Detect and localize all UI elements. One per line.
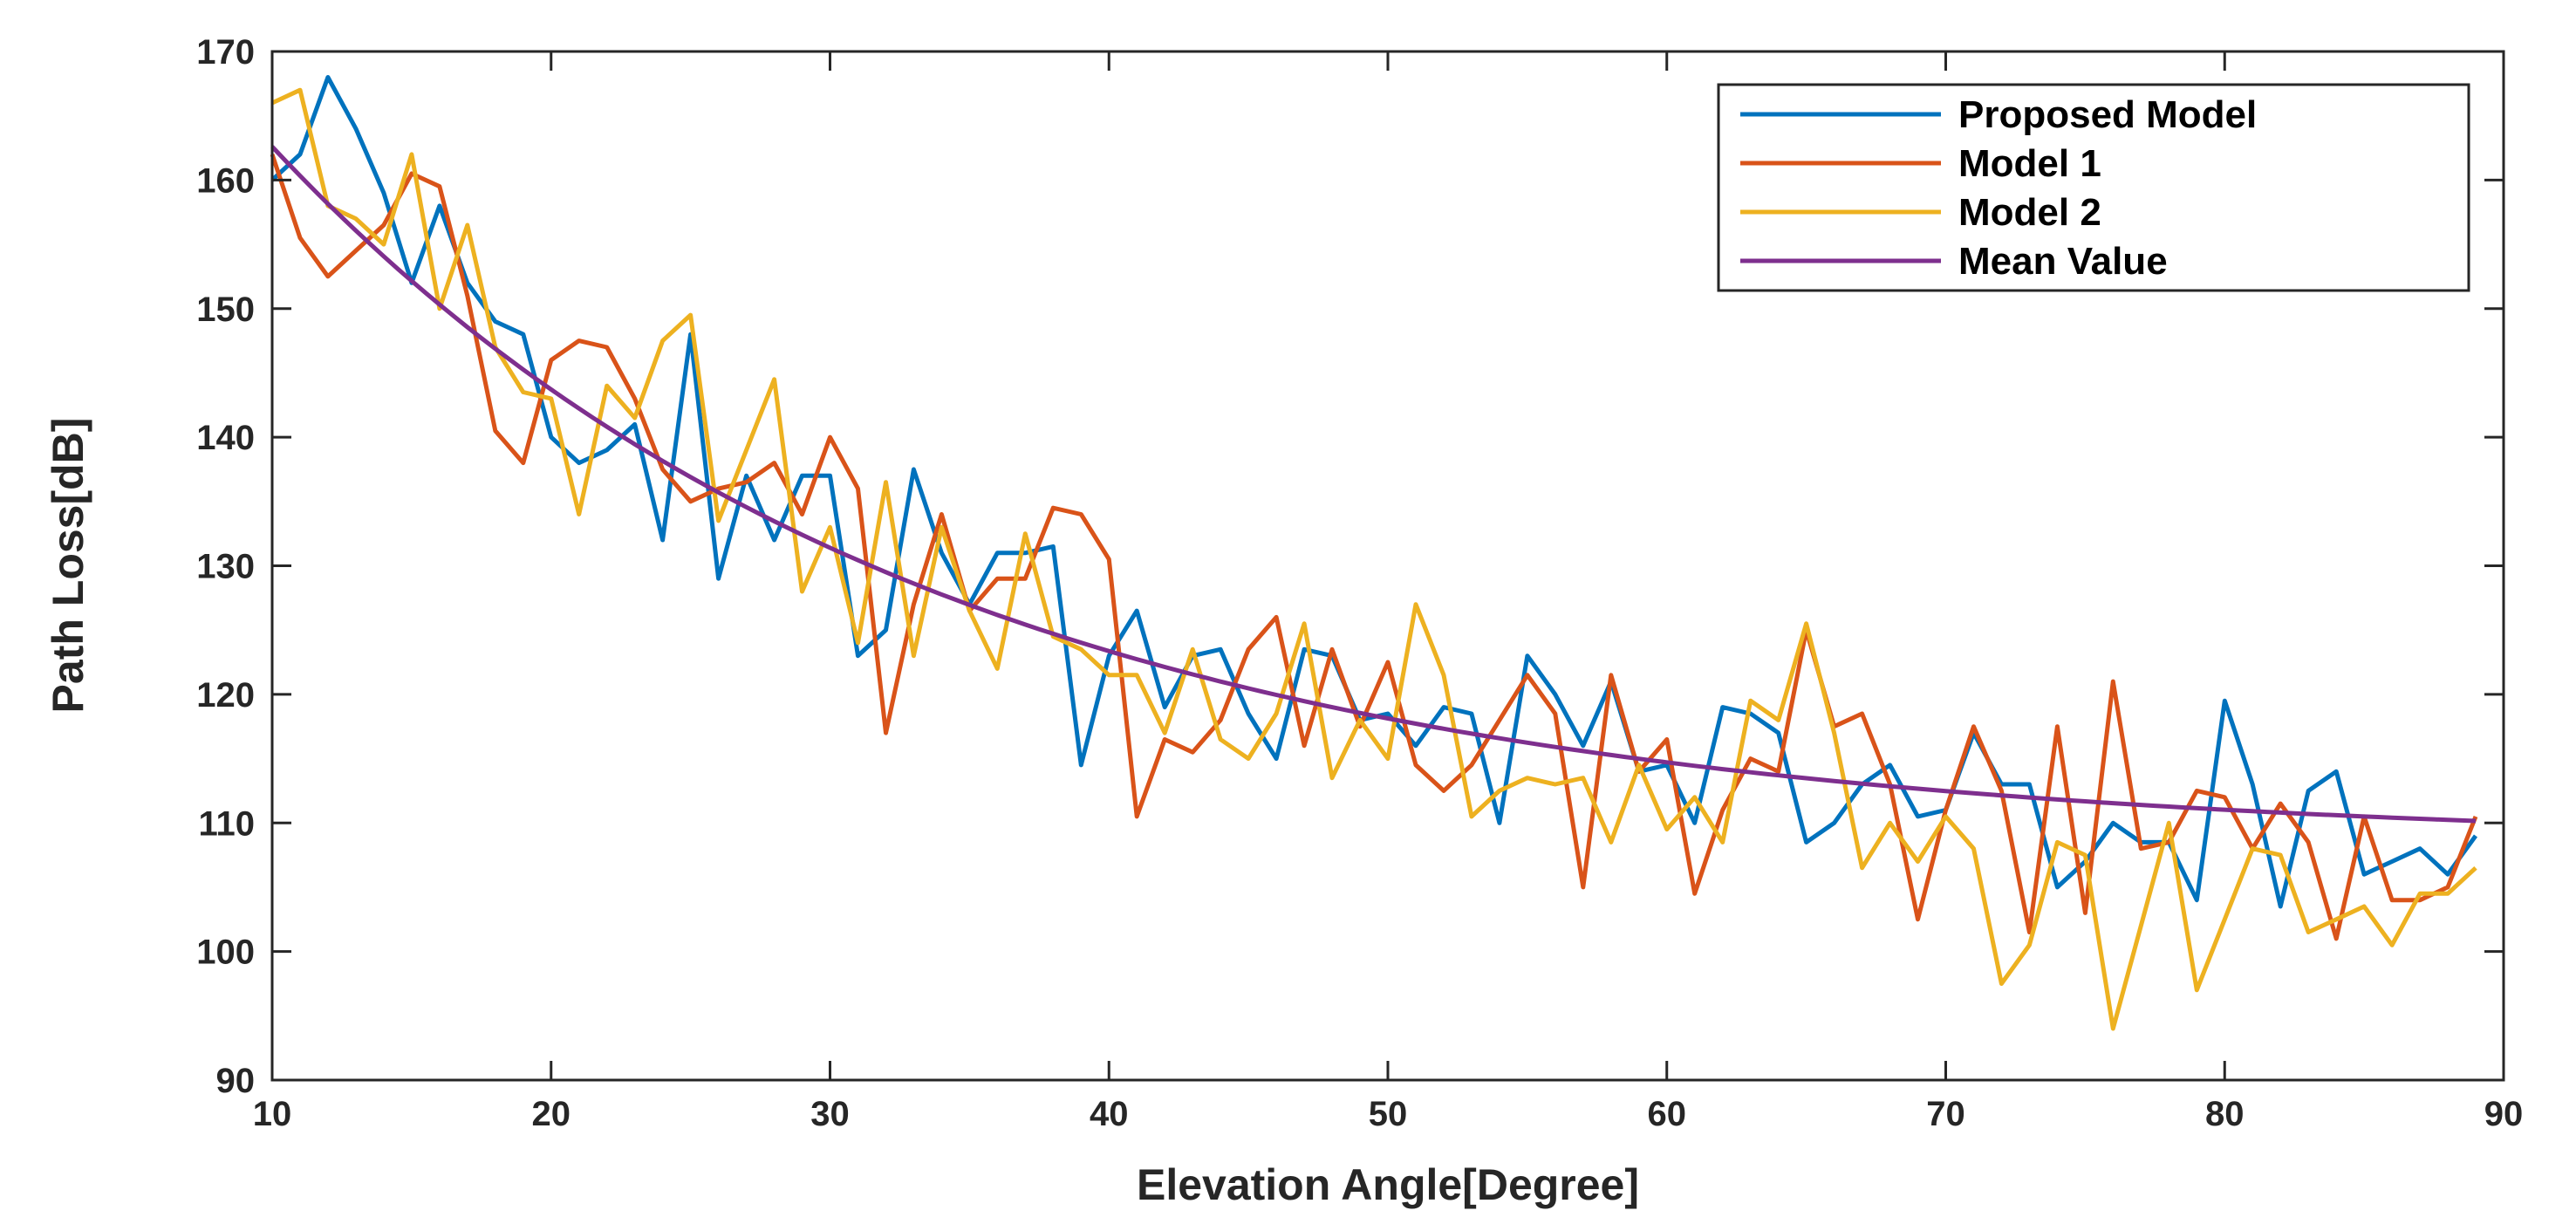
x-tick-label: 10: [253, 1095, 292, 1133]
y-tick-label: 170: [196, 33, 255, 72]
x-tick-label: 40: [1090, 1095, 1129, 1133]
y-tick-label: 160: [196, 161, 255, 200]
y-tick-label: 130: [196, 548, 255, 586]
x-tick-label: 90: [2484, 1095, 2524, 1133]
series-line-model-2: [270, 87, 2477, 1031]
ticks-layer: 10 20 30 40 50 60 70 80 90 90 100 110 120 130 140 150 16…: [196, 33, 2523, 1133]
legend-items: Proposed Model Model 1 Model 2 Mean Value: [1740, 93, 2257, 283]
y-tick-label: 90: [216, 1062, 256, 1100]
legend-label-proposed-model: Proposed Model: [1958, 93, 2257, 136]
legend-box: [1717, 83, 2470, 292]
x-axis-title: Elevation Angle[Degree]: [1137, 1160, 1639, 1209]
legend-label-mean-value: Mean Value: [1958, 240, 2168, 283]
legend-label-model-1: Model 1: [1958, 142, 2101, 185]
y-tick-label: 150: [196, 291, 255, 329]
y-tick-label: 110: [198, 804, 255, 843]
y-tick-label: 140: [196, 419, 255, 457]
legend: Proposed Model Model 1 Model 2 Mean Value: [1717, 83, 2470, 292]
x-tick-label: 50: [1369, 1095, 1408, 1133]
y-tick-label: 120: [196, 676, 255, 715]
x-tick-label: 60: [1648, 1095, 1687, 1133]
x-tick-label: 30: [810, 1095, 850, 1133]
x-tick-label: 70: [1926, 1095, 1965, 1133]
series-line-mean-value: [270, 145, 2477, 824]
series-layer: [270, 75, 2478, 1031]
x-tick-label: 80: [2205, 1095, 2245, 1133]
x-tick-label: 20: [532, 1095, 571, 1133]
legend-label-model-2: Model 2: [1958, 191, 2101, 234]
y-axis-title: Path Loss[dB]: [44, 418, 92, 714]
y-tick-label: 100: [196, 934, 255, 972]
